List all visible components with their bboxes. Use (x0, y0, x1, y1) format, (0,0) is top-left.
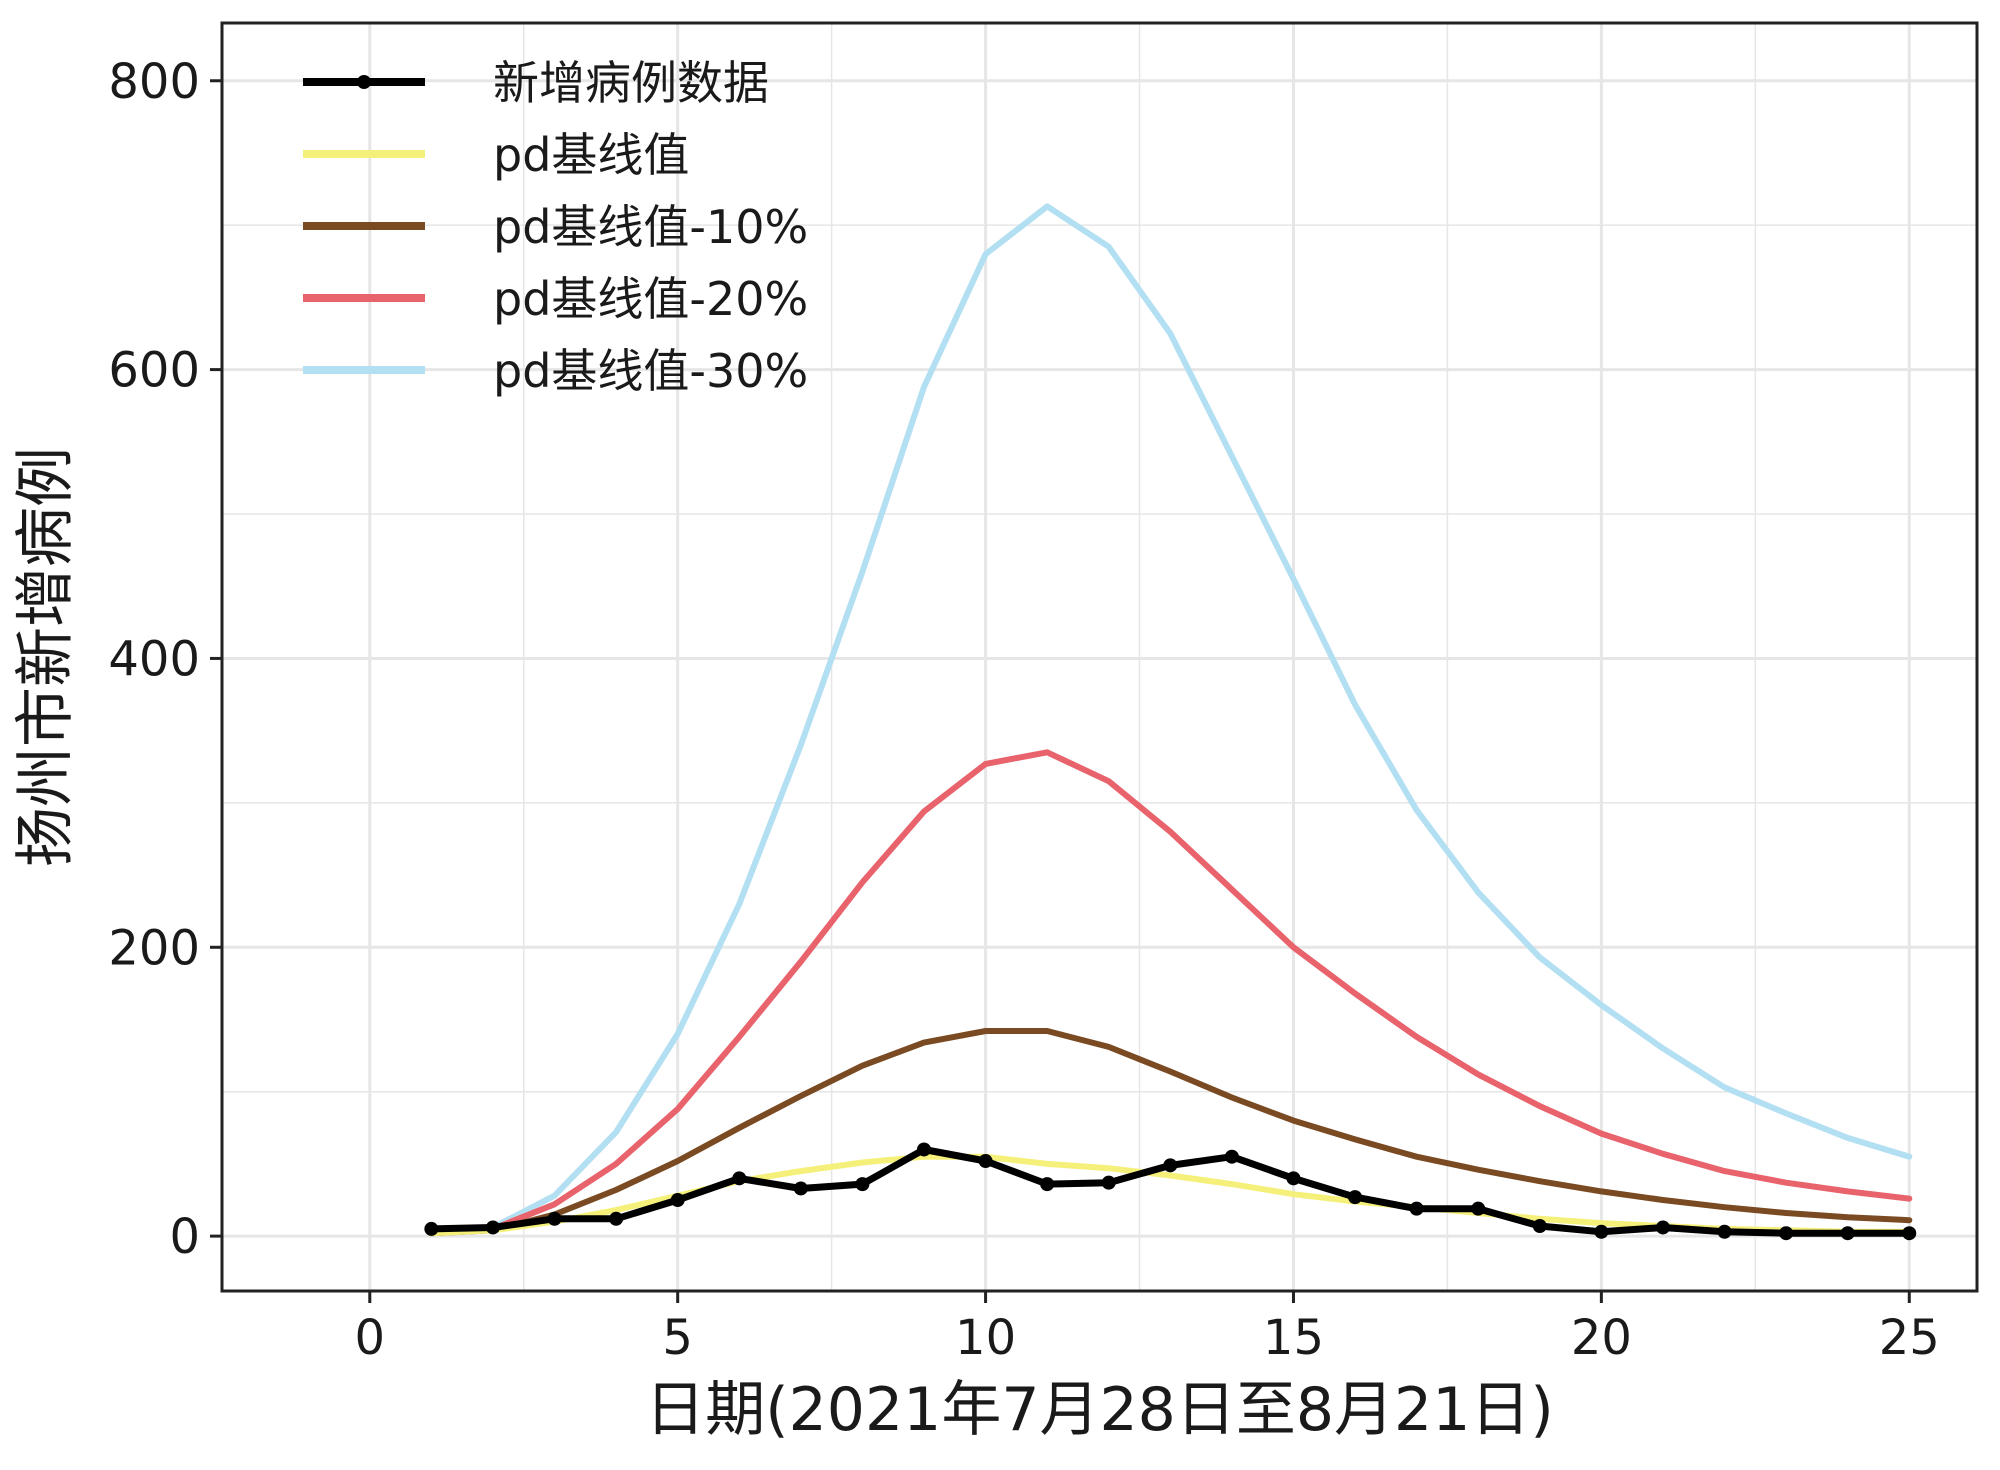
legend: 新增病例数据 pd基线值 pd基线值-10% pd基线值-20% pd基线值-30% (303, 56, 808, 398)
legend-item-3: pd基线值-20% (303, 272, 808, 326)
x-tick-label: 20 (1571, 1310, 1632, 1366)
data-point (1409, 1201, 1424, 1216)
series-layer (424, 203, 1917, 1241)
y-tick-label: 400 (108, 631, 200, 687)
legend-item-2: pd基线值-10% (303, 200, 808, 254)
data-point (1594, 1224, 1609, 1239)
legend-label: 新增病例数据 (493, 56, 769, 110)
data-point (1040, 1177, 1055, 1192)
x-tick-label: 15 (1263, 1310, 1324, 1366)
legend-key-point (357, 75, 371, 89)
series-line (428, 203, 1913, 1237)
data-point (1471, 1201, 1486, 1216)
y-axis-title: 扬州市新增病例 (11, 447, 81, 867)
data-point (732, 1171, 747, 1186)
data-point (978, 1154, 993, 1169)
legend-item-4: pd基线值-30% (303, 344, 808, 398)
x-tick-label: 10 (955, 1310, 1016, 1366)
data-point (609, 1211, 624, 1226)
x-tick-label: 0 (355, 1310, 386, 1366)
data-point (1348, 1190, 1363, 1205)
legend-item-0: 新增病例数据 (303, 56, 769, 110)
data-point (793, 1181, 808, 1196)
y-tick-label: 800 (108, 54, 200, 110)
legend-label: pd基线值 (493, 128, 689, 182)
data-point (1717, 1224, 1732, 1239)
grid (222, 23, 1977, 1291)
x-axis-title: 日期(2021年7月28日至8月21日) (645, 1375, 1554, 1445)
data-point (1779, 1226, 1794, 1241)
data-point (917, 1142, 931, 1157)
data-point (1101, 1175, 1116, 1190)
data-point (485, 1220, 500, 1235)
data-point (1840, 1226, 1855, 1241)
x-tick-label: 25 (1879, 1310, 1940, 1366)
legend-label: pd基线值-10% (493, 200, 808, 254)
series-line (428, 749, 1913, 1237)
data-point (547, 1211, 562, 1226)
series-2 (428, 1028, 1913, 1237)
data-point (1163, 1158, 1178, 1173)
data-point (424, 1221, 439, 1236)
series-4 (428, 203, 1913, 1237)
data-point (1532, 1219, 1547, 1234)
x-tick-label: 5 (662, 1310, 693, 1366)
series-3 (428, 749, 1913, 1237)
data-point (1286, 1171, 1301, 1186)
data-point (1655, 1220, 1670, 1235)
legend-label: pd基线值-30% (493, 344, 808, 398)
data-point (670, 1193, 685, 1208)
data-point (855, 1177, 870, 1192)
series-line (428, 1028, 1913, 1237)
y-tick-label: 600 (108, 343, 200, 399)
y-tick-label: 0 (169, 1209, 200, 1265)
axes: 0 5 10 15 20 25 0 200 400 600 800 (108, 54, 1939, 1366)
legend-label: pd基线值-20% (493, 272, 808, 326)
data-point (1224, 1149, 1239, 1164)
y-tick-label: 200 (108, 920, 200, 976)
series-0 (424, 1142, 1917, 1241)
legend-item-1: pd基线值 (303, 128, 689, 182)
data-point (1902, 1226, 1917, 1241)
